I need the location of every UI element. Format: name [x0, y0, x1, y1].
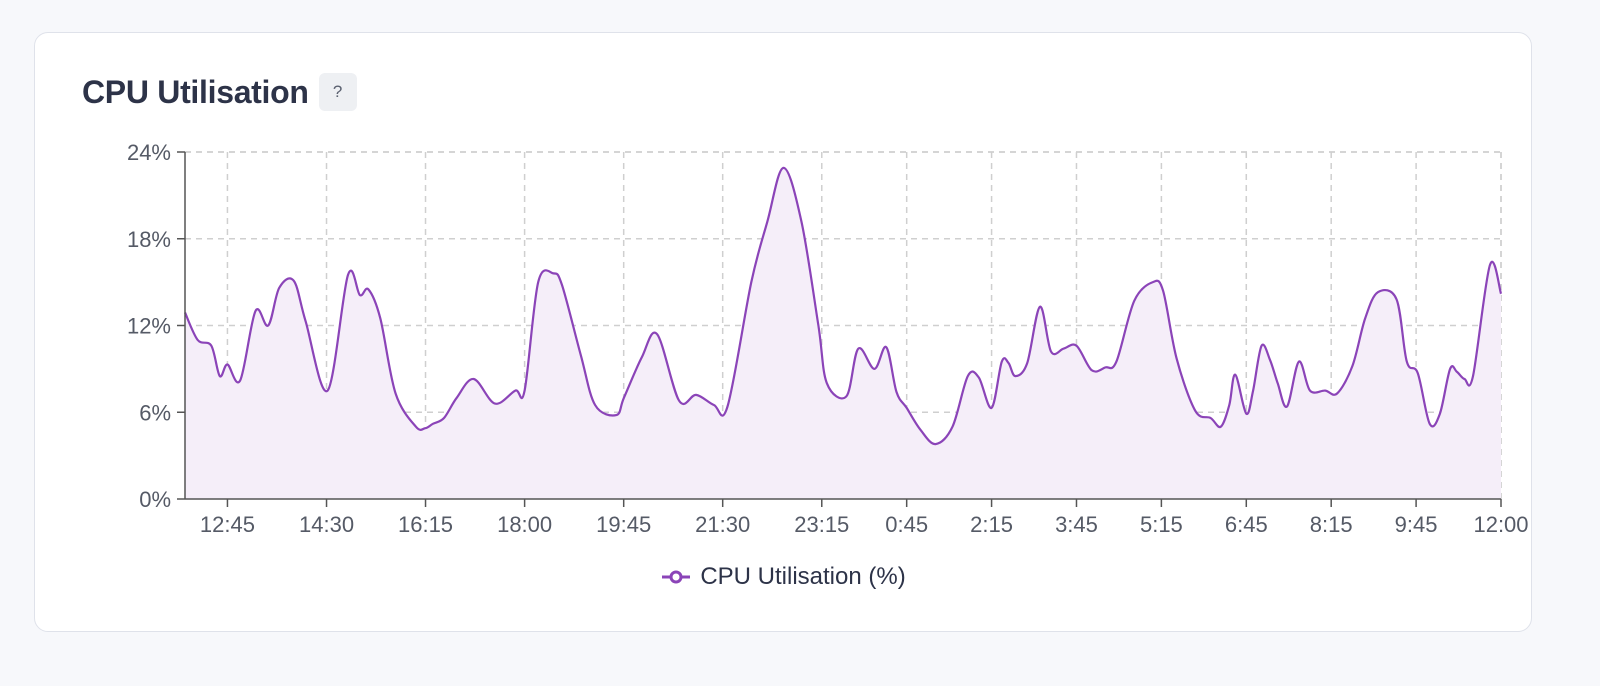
x-tick-label: 0:45: [885, 512, 928, 537]
series-line-cpu-utilisation: [183, 166, 1503, 446]
y-tick-label: 6%: [139, 400, 171, 425]
cpu-chart: 0% 6% 12% 18% 24% 12:45 14:30 16:15 18:00 19:45 21…: [127, 140, 1529, 537]
help-button[interactable]: ?: [318, 73, 357, 111]
chart-legend[interactable]: CPU Utilisation (%): [35, 563, 1533, 591]
x-tick-label: 6:45: [1225, 512, 1268, 537]
y-tick-label: 0%: [139, 487, 171, 512]
x-tick-label: 12:45: [200, 512, 255, 537]
y-tick-label: 12%: [127, 314, 171, 339]
x-tick-label: 14:30: [299, 512, 354, 537]
x-tick-label: 19:45: [596, 512, 651, 537]
series-area-fill: [185, 167, 1501, 499]
card-header: CPU Utilisation ?: [82, 71, 357, 113]
x-tick-label: 18:00: [497, 512, 552, 537]
y-tick-label: 24%: [127, 140, 171, 165]
x-tick-label: 2:15: [970, 512, 1013, 537]
x-tick-label: 12:00: [1473, 512, 1528, 537]
y-tick-label: 18%: [127, 227, 171, 252]
x-tick-label: 23:15: [794, 512, 849, 537]
chart-title: CPU Utilisation: [82, 73, 309, 110]
x-tick-label: 21:30: [695, 512, 750, 537]
legend-series-marker: [662, 570, 691, 584]
x-tick-label: 3:45: [1055, 512, 1098, 537]
cpu-utilisation-card: CPU Utilisation ? 0% 6% 12% 18% 24% 12:45 14:3…: [34, 32, 1532, 632]
legend-series-label: CPU Utilisation (%): [700, 563, 906, 590]
x-tick-label: 9:45: [1395, 512, 1438, 537]
x-tick-label: 5:15: [1140, 512, 1183, 537]
x-tick-label: 8:15: [1310, 512, 1353, 537]
x-tick-label: 16:15: [398, 512, 453, 537]
